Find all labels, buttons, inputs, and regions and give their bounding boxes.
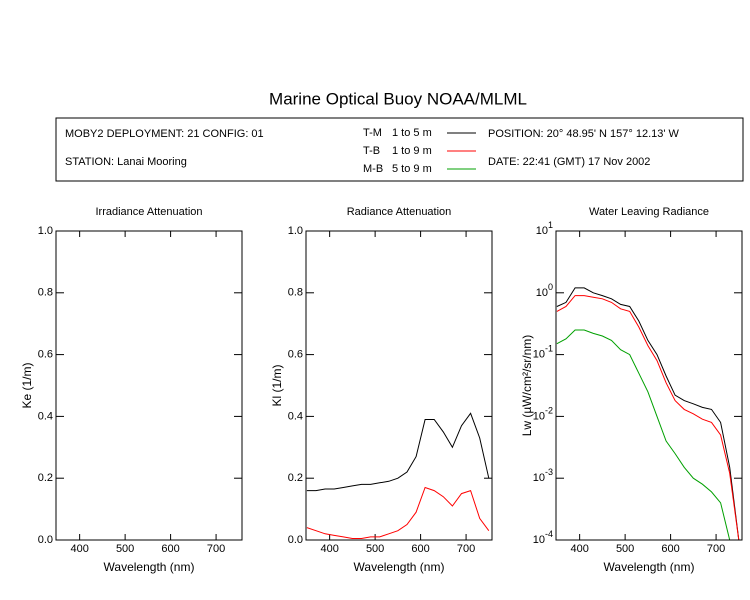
date: DATE: 22:41 (GMT) 17 Nov 2002 [488,156,650,168]
x-tick-label: 500 [116,543,134,555]
x-tick-label: 500 [616,543,634,555]
plot-frame [555,230,743,541]
y-tick-label: 0.4 [38,410,53,422]
x-axis-label: Wavelength (nm) [354,560,445,574]
y-tick-label: 0.0 [38,534,53,546]
y-tick-label: 100 [536,282,553,299]
y-tick-label: 10-2 [533,406,553,423]
y-axis-label: Lw (µW/cm²/sr/nm) [520,335,534,437]
y-tick-label: 0.2 [288,472,303,484]
info-box [55,117,744,182]
figure-title: Marine Optical Buoy NOAA/MLML [269,89,527,108]
plot-frame [55,230,243,541]
station: STATION: Lanai Mooring [65,156,187,168]
chart-title: Water Leaving Radiance [589,206,709,218]
x-tick-label: 600 [661,543,679,555]
y-tick-label: 0.2 [38,472,53,484]
legend-depth: 1 to 5 m [392,127,432,139]
legend-label: T-B [363,145,380,157]
series-line [306,412,490,492]
x-tick-label: 400 [320,543,338,555]
y-tick-label: 101 [536,220,553,237]
y-axis-label: Kl (1/m) [270,364,284,406]
y-tick-label: 0.8 [288,287,303,299]
series-line [556,287,740,541]
y-tick-label: 10-1 [533,344,553,361]
y-tick-label: 10-4 [533,529,553,546]
y-tick-label: 0.0 [288,534,303,546]
x-tick-label: 700 [457,543,475,555]
x-tick-label: 400 [570,543,588,555]
y-tick-label: 1.0 [288,225,303,237]
x-axis-label: Wavelength (nm) [104,560,195,574]
x-tick-label: 600 [411,543,429,555]
y-tick-label: 0.6 [288,349,303,361]
x-tick-label: 500 [366,543,384,555]
x-tick-label: 600 [161,543,179,555]
y-tick-label: 0.8 [38,287,53,299]
legend-label: T-M [363,127,382,139]
x-axis-label: Wavelength (nm) [604,560,695,574]
y-axis-label: Ke (1/m) [20,362,34,408]
x-tick-label: 700 [207,543,225,555]
chart-title: Irradiance Attenuation [95,206,202,218]
legend-depth: 1 to 9 m [392,145,432,157]
series-line [306,486,490,539]
legend-depth: 5 to 9 m [392,163,432,175]
y-tick-label: 0.6 [38,349,53,361]
x-tick-label: 400 [70,543,88,555]
deployment: MOBY2 DEPLOYMENT: 21 CONFIG: 01 [65,128,264,140]
series-line [556,295,740,541]
plot-frame [305,230,493,541]
legend-label: M-B [363,163,383,175]
position: POSITION: 20° 48.95' N 157° 12.13' W [488,128,680,140]
y-tick-label: 10-3 [533,468,553,485]
series-line [556,329,731,541]
y-tick-label: 0.4 [288,410,303,422]
chart-title: Radiance Attenuation [347,206,452,218]
x-tick-label: 700 [707,543,725,555]
y-tick-label: 1.0 [38,225,53,237]
